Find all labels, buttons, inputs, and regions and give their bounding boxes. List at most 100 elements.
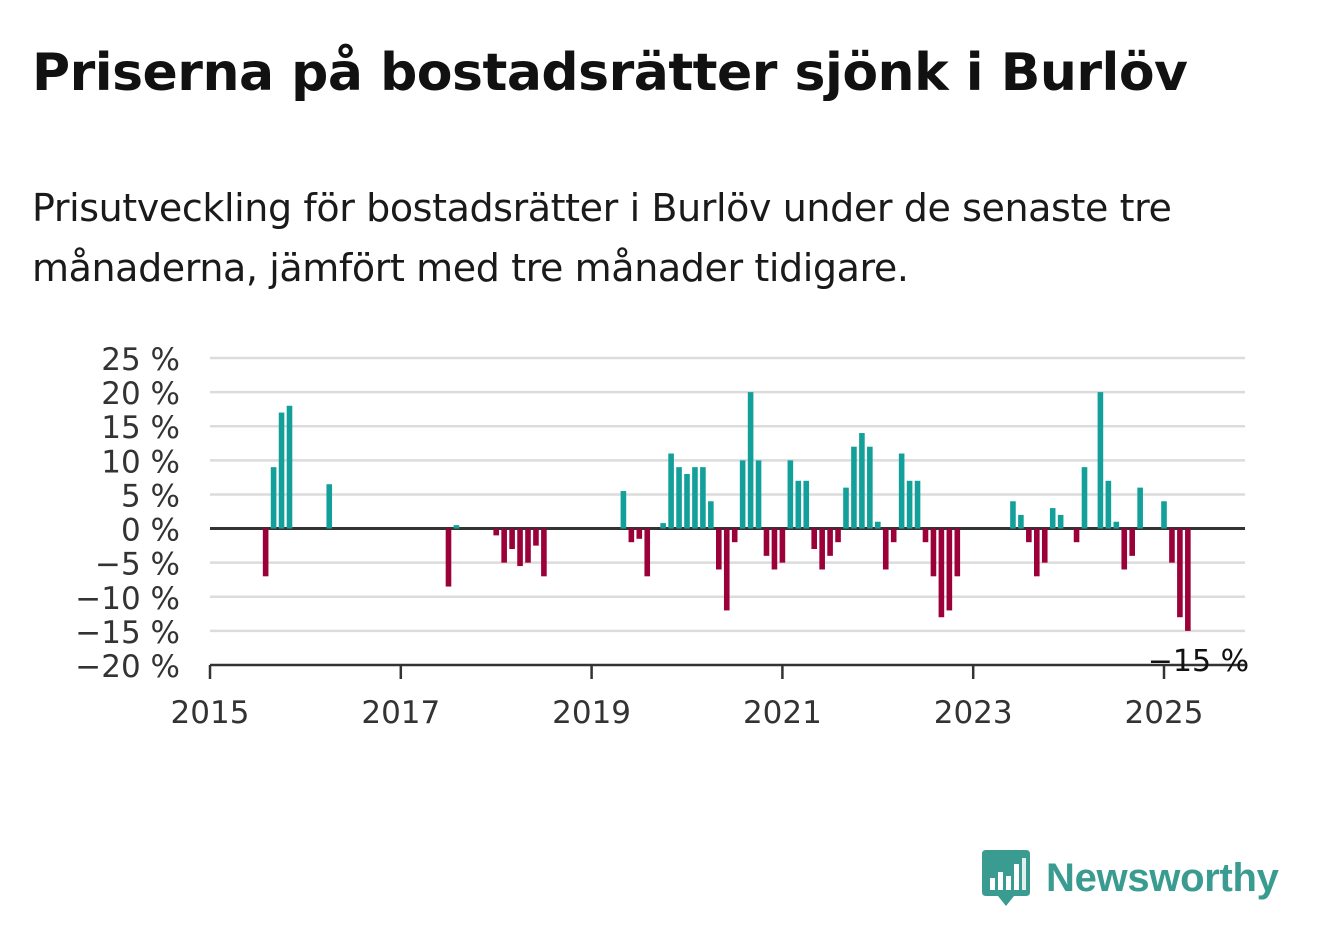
bar [278,412,285,529]
bar [676,467,682,529]
bar [946,528,953,611]
bar [509,528,515,550]
y-tick-label: 15 % [101,410,180,446]
newsworthy-logo: Newsworthy [980,848,1279,908]
bar [843,487,849,529]
bar [286,405,293,529]
bar [716,528,722,570]
x-tick-label: 2019 [552,695,631,731]
bar [859,433,865,529]
bar [851,446,857,529]
y-tick-label: −15 % [75,615,180,651]
bar [620,491,627,529]
bar [1073,528,1080,543]
bar [1097,392,1104,529]
bar [739,460,746,529]
bar [533,528,539,546]
bar [1041,528,1048,563]
bar [1169,528,1175,563]
bar [930,528,937,577]
bar [700,467,706,529]
bar [906,480,913,529]
x-tick-label: 2017 [361,695,440,731]
bar [835,528,841,543]
bar [1049,508,1056,529]
y-tick-label: 10 % [101,444,180,480]
bar [731,528,738,543]
bar [525,528,531,563]
bar [1161,501,1167,529]
chart-subtitle: Prisutveckling för bostadsrätter i Burlö… [32,186,1172,290]
x-tick-label: 2025 [1125,695,1204,731]
bars [262,392,1191,631]
y-tick-label: −10 % [75,581,180,617]
bar [795,480,802,529]
annotation-label: −15 % [1148,644,1249,679]
bar [1018,514,1024,529]
bar [819,528,825,570]
bar [787,460,794,529]
bar [747,392,754,529]
logo-text: Newsworthy [1046,855,1279,900]
bar [1177,528,1183,618]
bar [668,453,674,529]
bar [1185,528,1191,631]
x-tick-label: 2015 [171,695,250,731]
bar [270,467,277,529]
bar [1113,521,1120,529]
y-tick-label: 5 % [121,478,180,514]
x-axis: 2015 2017 2019 2021 2023 2025 [171,663,1245,731]
bar [938,528,945,618]
bar [763,528,770,556]
bar [882,528,889,570]
bar [914,480,921,529]
bar [779,528,786,563]
bar [1010,501,1016,529]
y-axis-labels: 25 %20 %15 %10 %5 %0 %−5 %−10 %−15 %−20 … [75,342,180,685]
x-tick-label: 2021 [743,695,822,731]
bar [867,446,873,529]
bar [445,528,452,587]
bar [771,528,778,570]
bar [636,528,643,539]
bar [692,467,698,529]
bar [1129,528,1135,556]
chart-title: Priserna på bostadsrätter sjönk i Burlöv [32,43,1188,103]
bar [326,484,333,529]
bar [898,453,905,529]
bar [922,528,929,543]
bar [811,528,817,550]
bar [1057,514,1064,529]
bar [501,528,507,563]
bar [1026,528,1032,543]
x-tick-label: 2023 [934,695,1013,731]
bar [262,528,269,577]
bar [1081,467,1088,529]
bar [1137,487,1143,529]
bar [517,528,523,567]
annotation: −15 % [1148,644,1249,679]
bar [541,528,547,577]
bar [723,528,730,611]
y-tick-label: −5 % [95,547,180,583]
bar [827,528,833,556]
bar-chart: 25 %20 %15 %10 %5 %0 %−5 %−10 %−15 %−20 … [75,342,1249,731]
bar [954,528,961,577]
bar [803,480,810,529]
bar [453,525,460,529]
bar [755,460,762,529]
bar [1034,528,1040,577]
bar [1105,480,1112,529]
newsworthy-logo-icon [982,850,1030,906]
bar [628,528,635,543]
bar [890,528,897,543]
bar [684,473,690,529]
bar [708,501,714,529]
bar [493,528,499,536]
bar [1121,528,1128,570]
y-tick-label: 0 % [121,513,180,549]
bar [644,528,651,577]
bar [875,521,881,529]
y-tick-label: 20 % [101,376,180,412]
y-tick-label: −20 % [75,649,180,685]
